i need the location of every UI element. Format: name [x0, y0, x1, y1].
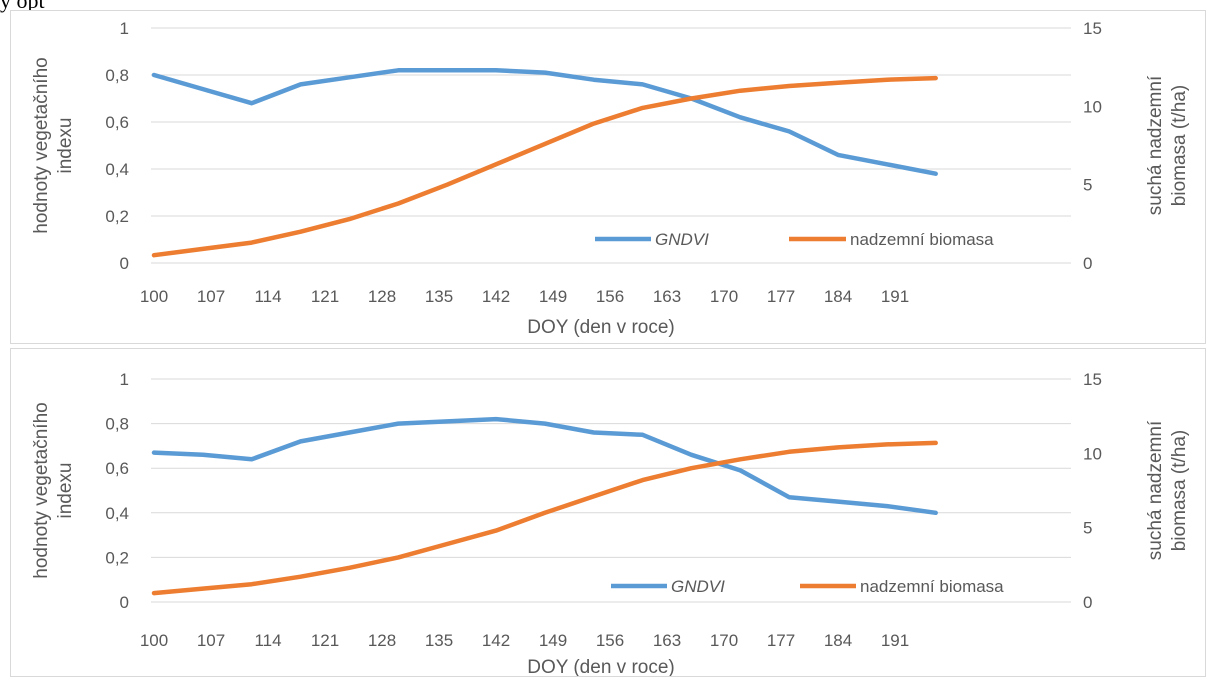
y-left-tick-label: 0,2 [105, 548, 129, 567]
x-tick-label: 135 [425, 287, 453, 306]
y-left-tick-label: 1 [120, 370, 129, 389]
y-right-tick-label: 10 [1083, 97, 1102, 116]
legend-label-gndvi: GNDVI [671, 577, 725, 596]
y-left-tick-label: 0,4 [105, 160, 129, 179]
x-tick-label: 177 [767, 287, 795, 306]
y-left-tick-label: 0,8 [105, 66, 129, 85]
x-tick-label: 170 [710, 631, 738, 650]
y-right-axis-label-line: biomasa (t/ha) [1169, 430, 1190, 551]
legend-label-gndvi: GNDVI [655, 230, 709, 249]
y-left-tick-label: 0 [120, 593, 129, 612]
gndvi-series-line [151, 68, 938, 176]
x-tick-label: 142 [482, 631, 510, 650]
x-tick-label: 100 [140, 631, 168, 650]
x-tick-label: 121 [311, 631, 339, 650]
x-tick-label: 128 [368, 287, 396, 306]
x-tick-label: 100 [140, 287, 168, 306]
x-tick-label: 149 [539, 631, 567, 650]
y-right-tick-label: 5 [1083, 176, 1092, 195]
y-left-tick-label: 0,8 [105, 415, 129, 434]
y-left-axis-label-line: hodnoty vegetačního [31, 57, 52, 233]
x-tick-label: 121 [311, 287, 339, 306]
legend-label-biomass: nadzemní biomasa [850, 230, 994, 249]
y-right-axis-label: suchá nadzemní biomasa (t/ha) [1145, 420, 1190, 560]
x-tick-label: 170 [710, 287, 738, 306]
x-tick-label: 163 [653, 287, 681, 306]
x-tick-label: 191 [881, 631, 909, 650]
x-tick-label: 149 [539, 287, 567, 306]
x-tick-label: 107 [197, 287, 225, 306]
biomass-series-line [151, 75, 938, 258]
y-left-axis-label: hodnoty vegetačního indexu [31, 402, 76, 578]
y-left-tick-label: 0,4 [105, 504, 129, 523]
y-left-axis-label-line: hodnoty vegetačního [31, 402, 52, 578]
x-tick-label: 184 [824, 631, 852, 650]
x-tick-label: 114 [254, 287, 281, 306]
y-right-axis-label-line: suchá nadzemní [1145, 75, 1166, 215]
y-right-axis-label-line: biomasa (t/ha) [1169, 85, 1190, 206]
x-tick-label: 156 [596, 287, 624, 306]
y-right-tick-label: 10 [1083, 444, 1102, 463]
y-left-tick-label: 1 [120, 19, 129, 38]
x-tick-label: 191 [881, 287, 909, 306]
y-left-axis-label: hodnoty vegetačního indexu [31, 57, 76, 233]
x-tick-label: 135 [425, 631, 453, 650]
y-right-axis-label: suchá nadzemní biomasa (t/ha) [1145, 75, 1190, 215]
y-left-tick-label: 0 [120, 254, 129, 273]
y-left-axis-label-line: indexu [55, 118, 76, 174]
y-left-tick-label: 0,6 [105, 113, 129, 132]
chart-panel-top: 0 0,2 0,4 0,6 0,8 1 0 5 10 15 100 107 114 121 128 135 14… [10, 10, 1206, 344]
x-axis-label: DOY (den v roce) [527, 317, 674, 338]
x-tick-label: 177 [767, 631, 795, 650]
y-left-tick-label: 0,2 [105, 207, 129, 226]
y-right-axis-label-line: suchá nadzemní [1145, 420, 1166, 560]
legend-label-biomass: nadzemní biomasa [860, 577, 1004, 596]
x-tick-label: 142 [482, 287, 510, 306]
x-tick-label: 107 [197, 631, 225, 650]
biomass-series-line [151, 440, 938, 596]
x-tick-label: 156 [596, 631, 624, 650]
x-tick-label: 114 [254, 631, 281, 650]
top-text: y opt [0, 0, 45, 13]
x-tick-label: 128 [368, 631, 396, 650]
x-axis-label: DOY (den v roce) [527, 657, 674, 676]
y-left-tick-label: 0,6 [105, 459, 129, 478]
y-right-tick-label: 15 [1083, 370, 1102, 389]
y-left-axis-label-line: indexu [55, 463, 76, 519]
y-right-tick-label: 0 [1083, 593, 1092, 612]
y-right-tick-label: 5 [1083, 519, 1092, 538]
y-right-tick-label: 0 [1083, 254, 1092, 273]
gndvi-series-line [151, 416, 938, 516]
y-right-tick-label: 15 [1083, 19, 1102, 38]
chart-panel-bottom: 0 0,2 0,4 0,6 0,8 1 0 5 10 15 100 107 114 121 128 135 14… [10, 348, 1206, 677]
x-tick-label: 184 [824, 287, 852, 306]
x-tick-label: 163 [653, 631, 681, 650]
